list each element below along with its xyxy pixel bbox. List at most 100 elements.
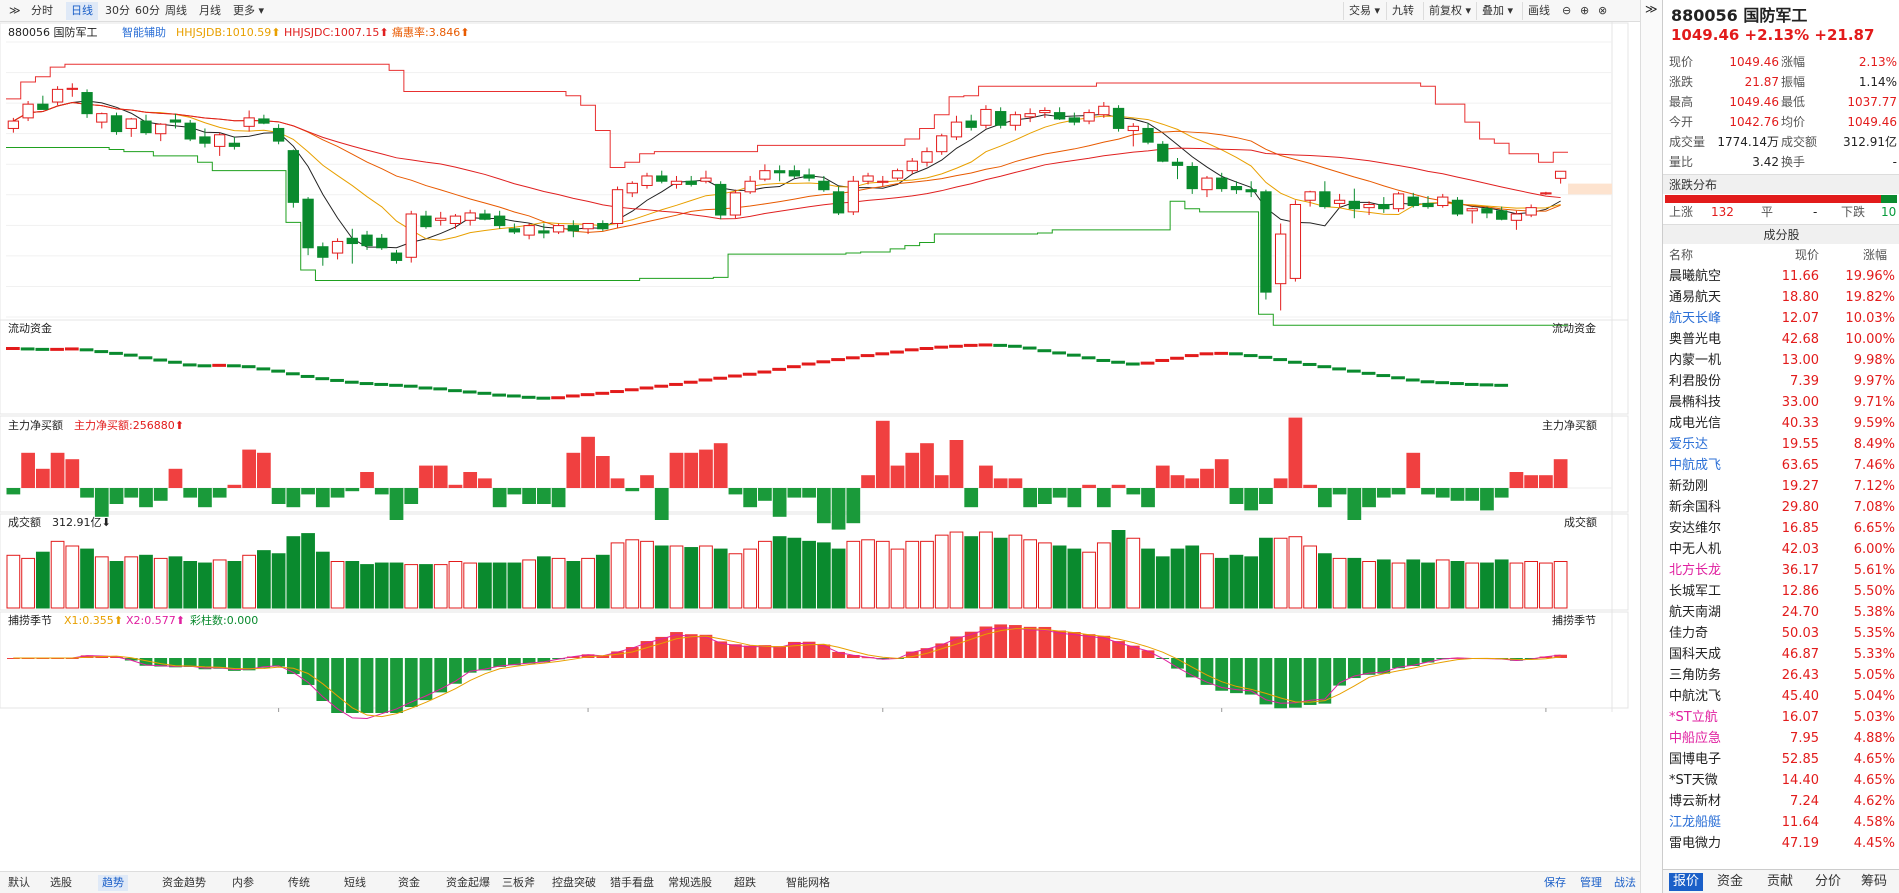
adjust-button[interactable]: 前复权 ▾	[1423, 2, 1476, 20]
constituent-row[interactable]: *ST立航 16.07 5.03%	[1663, 707, 1899, 728]
constituent-row[interactable]: 三角防务 26.43 5.05%	[1663, 665, 1899, 686]
constituent-row[interactable]: 成电光信 40.33 9.59%	[1663, 413, 1899, 434]
constituent-row[interactable]: 中航沈飞 45.40 5.04%	[1663, 686, 1899, 707]
constituent-row[interactable]: 新余国科 29.80 7.08%	[1663, 497, 1899, 518]
constituent-name: 爱乐达	[1669, 437, 1709, 452]
netbuy-bar	[640, 475, 654, 488]
constituent-row[interactable]: 奥普光电 42.68 10.00%	[1663, 329, 1899, 350]
liquidity-mark	[934, 345, 949, 349]
season-bar	[1038, 626, 1052, 658]
indicator-tab[interactable]: 传统	[288, 876, 310, 889]
indicator-tab[interactable]: 三板斧	[502, 876, 535, 889]
ma10-line	[13, 101, 1561, 241]
turnover-bar	[463, 562, 478, 609]
zoom-in-icon[interactable]: ⊕	[1580, 4, 1590, 17]
period-tab-monthly[interactable]: 月线	[199, 4, 221, 17]
constituent-row[interactable]: 国博电子 52.85 4.65%	[1663, 749, 1899, 770]
netbuy-bar	[433, 465, 448, 488]
right-tab[interactable]: 贡献	[1767, 874, 1794, 889]
period-tab-60m[interactable]: 60分	[135, 4, 160, 17]
constituent-row[interactable]: 北方长龙 36.17 5.61%	[1663, 560, 1899, 581]
constituent-row[interactable]: 新劲刚 19.27 7.12%	[1663, 476, 1899, 497]
panel-frame	[0, 319, 1629, 415]
indicator-tab[interactable]: 短线	[344, 876, 366, 889]
period-tab-minute[interactable]: 分时	[31, 4, 53, 17]
liquidity-mark	[20, 347, 35, 351]
constituent-row[interactable]: 爱乐达 19.55 8.49%	[1663, 434, 1899, 455]
constituent-row[interactable]: 江龙船艇 11.64 4.58%	[1663, 812, 1899, 833]
indicator-tab[interactable]: 资金趋势	[162, 876, 206, 889]
indicator-tab[interactable]: 内参	[232, 876, 254, 889]
turnover-bar	[1450, 561, 1465, 609]
candle	[611, 186, 624, 228]
assist-toggle[interactable]: 智能辅助	[122, 25, 166, 39]
quote-cell: 1774.14万	[1717, 135, 1779, 149]
season-bar	[360, 658, 374, 713]
liquidity-mark	[168, 360, 182, 364]
right-tab[interactable]: 筹码	[1861, 874, 1888, 889]
constituent-row[interactable]: 中船应急 7.95 4.88%	[1663, 728, 1899, 749]
right-tab[interactable]: 资金	[1717, 874, 1744, 889]
column-header[interactable]: 名称	[1669, 248, 1694, 262]
column-header[interactable]: 现价	[1794, 248, 1819, 262]
nine-turn-button[interactable]: 九转	[1386, 2, 1419, 20]
indicator-tab[interactable]: 智能网格	[786, 876, 830, 889]
liquidity-mark	[772, 367, 786, 371]
candle-body	[729, 192, 742, 216]
netbuy-bar	[360, 472, 374, 488]
constituent-row[interactable]: 航天长峰 12.07 10.03%	[1663, 308, 1899, 329]
indicator-tab[interactable]: 超跌	[734, 876, 756, 889]
constituent-row[interactable]: 中无人机 42.03 6.00%	[1663, 539, 1899, 560]
indicator-tab[interactable]: 控盘突破	[552, 876, 596, 889]
constituent-row[interactable]: 长城军工 12.86 5.50%	[1663, 581, 1899, 602]
collapse-icon[interactable]: ≫	[9, 4, 21, 17]
zoom-out-icon[interactable]: ⊖	[1562, 4, 1572, 17]
constituent-row[interactable]: 安达维尔 16.85 6.65%	[1663, 518, 1899, 539]
constituent-row[interactable]: 利君股份 7.39 9.97%	[1663, 371, 1899, 392]
turnover-bar	[1273, 537, 1288, 609]
period-tab-daily[interactable]: 日线	[66, 2, 98, 20]
bottom-action-button[interactable]: 保存	[1544, 876, 1566, 889]
period-tab-more[interactable]: 更多 ▾	[233, 4, 265, 17]
candle	[1510, 210, 1523, 230]
indicator-tab[interactable]: 资金起爆	[446, 876, 490, 889]
candle	[936, 133, 948, 155]
indicator-tab[interactable]: 趋势	[98, 875, 128, 891]
constituent-row[interactable]: 佳力奇 50.03 5.35%	[1663, 623, 1899, 644]
period-tab-weekly[interactable]: 周线	[165, 4, 187, 17]
constituent-row[interactable]: 雷电微力 47.19 4.45%	[1663, 833, 1899, 854]
constituent-row[interactable]: 航天南湖 24.70 5.38%	[1663, 602, 1899, 623]
season-bar	[419, 658, 433, 701]
candle	[479, 209, 491, 221]
constituent-row[interactable]: *ST天微 14.40 4.65%	[1663, 770, 1899, 791]
reset-icon[interactable]: ⊗	[1598, 4, 1608, 17]
constituent-row[interactable]: 晨曦航空 11.66 19.96%	[1663, 266, 1899, 287]
bottom-action-button[interactable]: 战法	[1614, 876, 1636, 889]
bottom-action-button[interactable]: 管理	[1580, 876, 1602, 889]
trade-button[interactable]: 交易 ▾	[1343, 2, 1385, 20]
indicator-tab[interactable]: 选股	[50, 876, 72, 889]
candle-body	[921, 151, 933, 163]
constituent-row[interactable]: 中航成飞 63.65 7.46%	[1663, 455, 1899, 476]
indicator-tab[interactable]: 资金	[398, 876, 420, 889]
constituent-row[interactable]: 博云新材 7.24 4.62%	[1663, 791, 1899, 812]
turnover-bar	[1200, 553, 1214, 609]
right-tab[interactable]: 分价	[1815, 874, 1842, 889]
liquidity-mark	[1081, 356, 1096, 360]
indicator-tab[interactable]: 默认	[8, 876, 30, 889]
column-header[interactable]: 涨幅	[1862, 248, 1887, 262]
collapse-right-icon[interactable]: ≫	[1645, 2, 1658, 16]
right-tab[interactable]: 报价	[1669, 873, 1704, 891]
constituent-row[interactable]: 晨椭科技 33.00 9.71%	[1663, 392, 1899, 413]
candle-body	[184, 122, 196, 140]
constituent-row[interactable]: 通易航天 18.80 19.82%	[1663, 287, 1899, 308]
overlay-button[interactable]: 叠加 ▾	[1476, 2, 1518, 20]
indicator-tab[interactable]: 常规选股	[668, 876, 712, 889]
draw-line-button[interactable]: 画线	[1522, 2, 1555, 20]
indicator-tab[interactable]: 猎手看盘	[610, 876, 654, 889]
period-tab-30m[interactable]: 30分	[105, 4, 130, 17]
constituent-row[interactable]: 国科天成 46.87 5.33%	[1663, 644, 1899, 665]
constituent-row[interactable]: 内蒙一机 13.00 9.98%	[1663, 350, 1899, 371]
distribution-header: 涨跌分布	[1663, 174, 1899, 194]
liquidity-mark	[1346, 369, 1361, 373]
